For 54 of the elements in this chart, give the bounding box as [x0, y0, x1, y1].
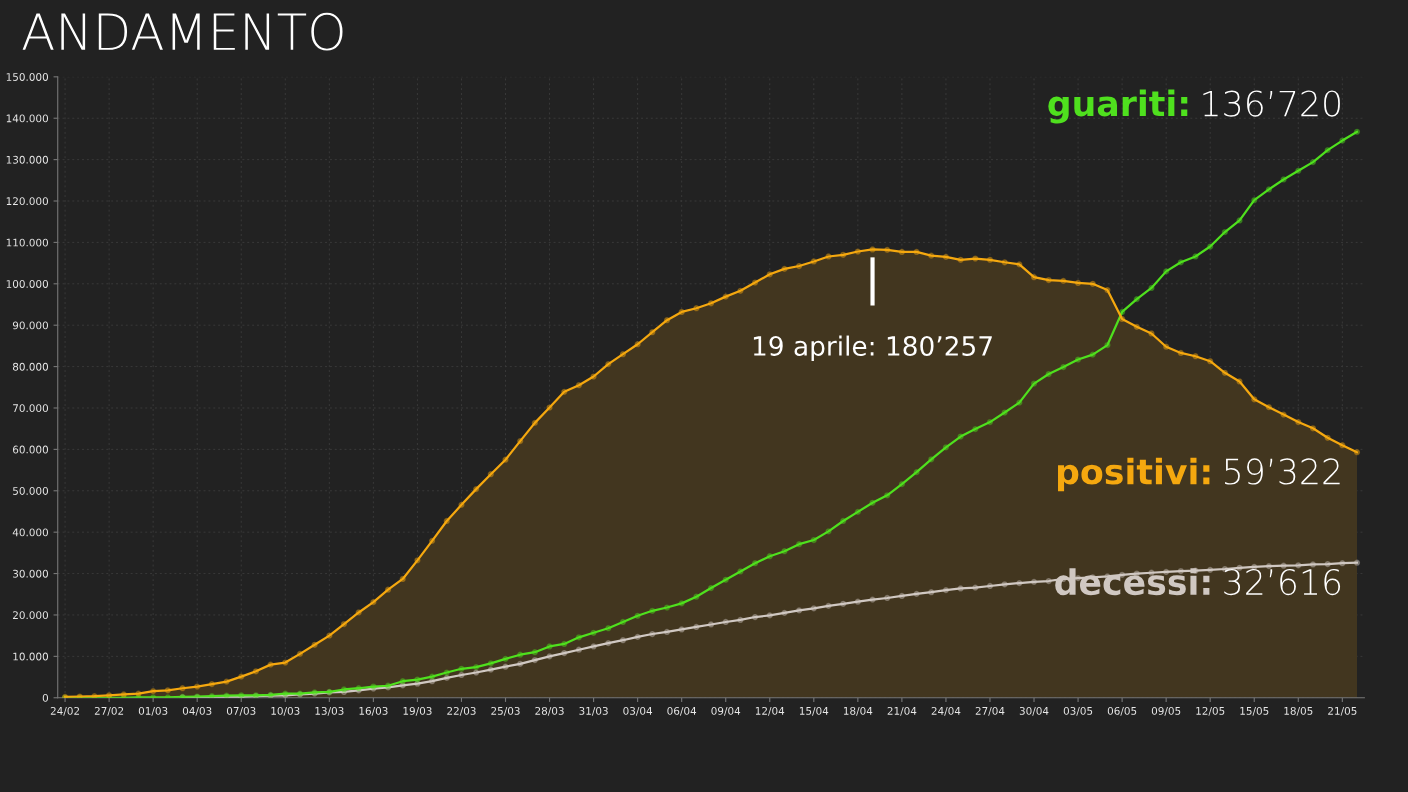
x-tick-label: 01/03 [138, 706, 168, 716]
y-tick-label: 150.000 [6, 73, 49, 81]
x-tick-label: 03/04 [623, 706, 653, 716]
y-tick-label: 120.000 [6, 197, 49, 206]
x-tick-label: 28/03 [535, 706, 564, 716]
x-tick-label: 16/03 [359, 706, 388, 716]
x-tick-label: 15/05 [1240, 706, 1269, 716]
x-tick-label: 18/05 [1284, 706, 1313, 716]
x-tick-label: 27/02 [94, 706, 124, 716]
annotation: 32’616 [1224, 568, 1341, 596]
x-tick-label: 24/04 [931, 706, 961, 716]
x-tick-label: 04/03 [182, 706, 212, 716]
y-tick-label: 40.000 [12, 528, 49, 537]
x-tick-label: 27/04 [975, 706, 1005, 716]
y-tick-label: 20.000 [13, 611, 49, 620]
x-tick-label: 24/02 [50, 706, 80, 716]
y-tick-label: 30.000 [13, 569, 49, 578]
x-tick-label: 21/05 [1328, 706, 1357, 716]
y-tick-label: 10.000 [13, 652, 49, 661]
y-tick-label: 50.000 [13, 487, 49, 495]
x-tick-label: 31/03 [579, 706, 608, 716]
annotation: 59’322 [1225, 458, 1340, 485]
x-tick-label: 15/04 [799, 706, 829, 716]
annotation: 136’720 [1203, 90, 1340, 117]
annotation: 19 aprile: 180’257 [753, 335, 992, 362]
y-tick-label: 110.000 [6, 238, 49, 247]
x-tick-label: 19/03 [403, 706, 432, 716]
y-tick-label: 0 [42, 693, 49, 702]
y-tick-label: 90.000 [12, 321, 49, 330]
x-tick-label: 10/03 [271, 706, 300, 716]
y-tick-label: 80.000 [12, 362, 49, 371]
y-tick-label: 100.000 [6, 280, 49, 288]
x-tick-label: 12/04 [755, 706, 785, 716]
x-tick-label: 18/04 [843, 706, 873, 716]
y-tick-label: 60.000 [12, 445, 49, 454]
x-tick-label: 22/03 [447, 706, 476, 716]
x-tick-label: 06/04 [667, 706, 697, 716]
text: guariti: [1048, 89, 1188, 124]
x-tick-label: 12/05 [1196, 706, 1225, 716]
x-tick-label: 09/04 [711, 706, 741, 716]
x-tick-label: 25/03 [491, 706, 520, 716]
x-tick-label: 06/05 [1107, 706, 1137, 716]
x-tick-label: 13/03 [315, 706, 344, 716]
y-tick-label: 130.000 [6, 155, 49, 164]
x-tick-label: 07/03 [226, 706, 256, 716]
x-tick-label: 09/05 [1151, 706, 1181, 716]
x-tick-label: 03/05 [1063, 706, 1093, 716]
y-tick-label: 70.000 [13, 404, 49, 413]
chart-title: ANDAMENTO [22, 12, 343, 51]
series-label: decessi: [1055, 568, 1210, 596]
series-label: positivi: [1058, 457, 1210, 492]
x-tick-label: 30/04 [1019, 706, 1049, 716]
x-tick-label: 21/04 [887, 706, 917, 716]
y-tick-label: 140.000 [6, 114, 49, 123]
